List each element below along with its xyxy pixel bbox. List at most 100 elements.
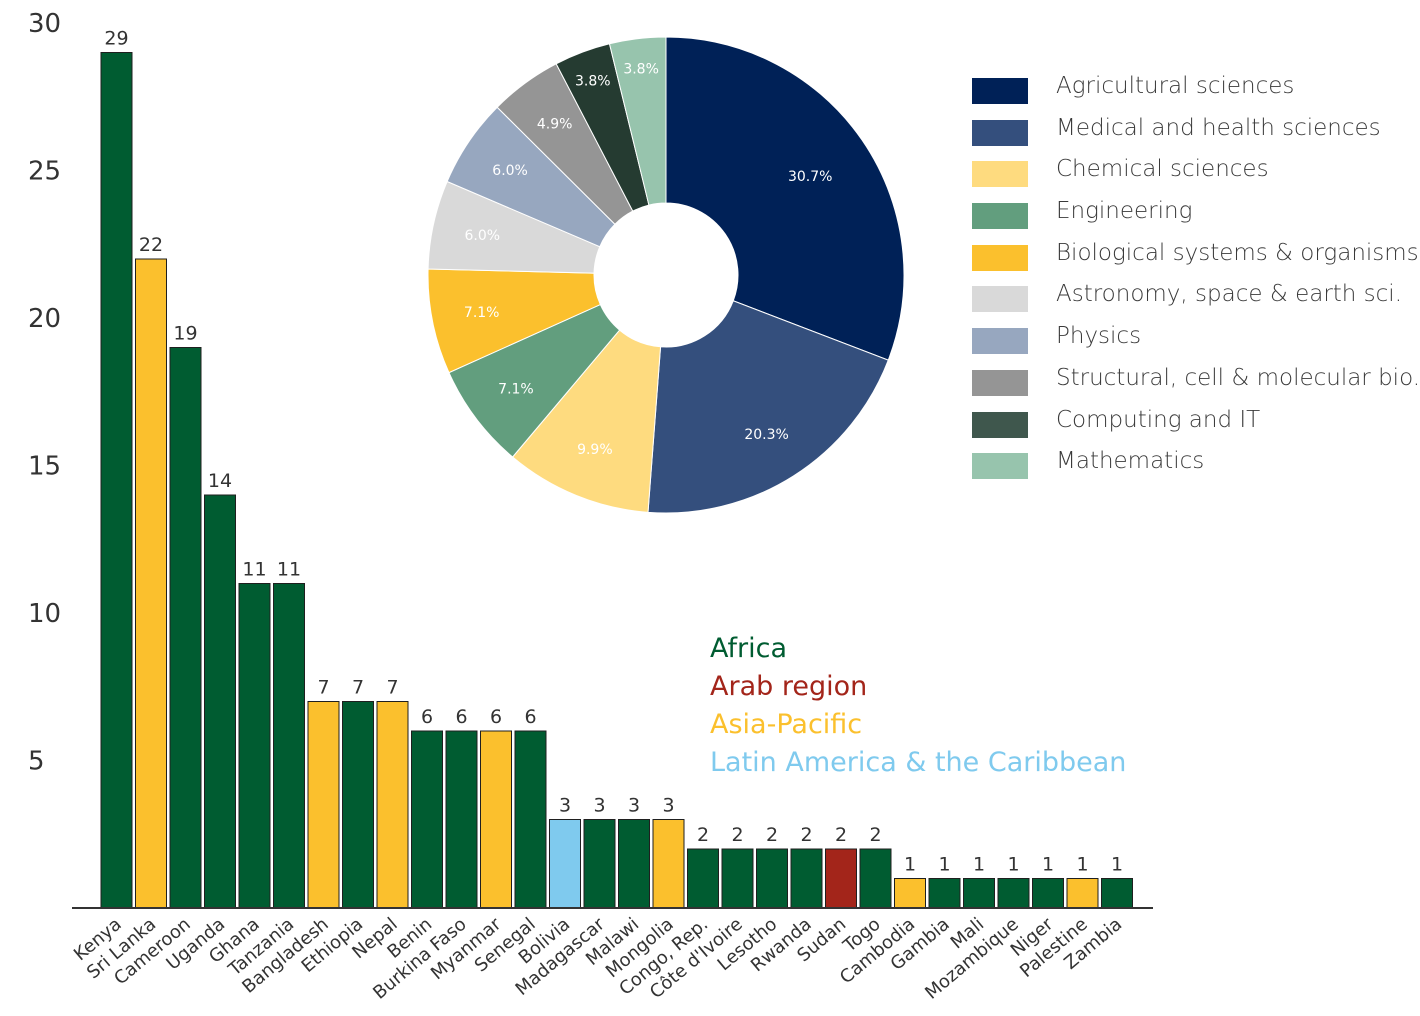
bar-value-label: 3 bbox=[628, 795, 640, 817]
bar-value-label: 6 bbox=[524, 706, 536, 728]
bar bbox=[997, 878, 1030, 909]
legend-label: Engineering bbox=[1056, 198, 1193, 225]
bar bbox=[514, 730, 547, 909]
bar bbox=[894, 878, 926, 909]
bar bbox=[204, 494, 236, 909]
y-tick-label: 25 bbox=[28, 157, 61, 187]
y-tick-label: 5 bbox=[28, 747, 45, 777]
bar-value-label: 2 bbox=[766, 824, 778, 846]
bar bbox=[376, 701, 409, 909]
bar bbox=[169, 347, 202, 909]
bar bbox=[652, 819, 685, 909]
bar-value-label: 7 bbox=[317, 677, 329, 699]
donut-slice bbox=[608, 36, 667, 206]
bar bbox=[480, 730, 512, 909]
legend-label: Biological systems & organisms bbox=[1056, 239, 1419, 266]
bar bbox=[859, 848, 892, 909]
y-axis: 5 10 15 20 25 30 bbox=[28, 9, 61, 777]
donut-value-label: 9.9% bbox=[577, 442, 613, 458]
bar-value-label: 22 bbox=[139, 234, 163, 256]
bar-value-label: 3 bbox=[559, 795, 571, 817]
bar-value-label: 3 bbox=[593, 795, 605, 817]
legend-label: Agricultural sciences bbox=[1056, 73, 1295, 99]
bar-value-label: 1 bbox=[904, 854, 916, 876]
bar bbox=[687, 848, 719, 909]
bar-value-label: 1 bbox=[1076, 854, 1088, 876]
bar bbox=[790, 848, 823, 909]
legend-swatch bbox=[972, 161, 1028, 188]
legend-label: Structural, cell & molecular bio. bbox=[1056, 364, 1420, 391]
donut-chart bbox=[427, 36, 905, 514]
y-tick-label: 10 bbox=[28, 599, 61, 629]
legend-swatch bbox=[972, 453, 1028, 480]
legend-label: Physics bbox=[1056, 323, 1142, 350]
bar bbox=[549, 819, 581, 909]
bar bbox=[756, 848, 788, 909]
bar bbox=[445, 730, 478, 909]
y-tick-label: 30 bbox=[28, 9, 61, 39]
bar-value-label: 1 bbox=[1042, 854, 1054, 876]
bar bbox=[307, 701, 340, 909]
bar-series bbox=[100, 52, 1133, 909]
donut-value-label: 7.1% bbox=[498, 381, 534, 397]
bar bbox=[1032, 878, 1064, 909]
legend-label: Astronomy, space & earth sci. bbox=[1056, 281, 1403, 308]
bar bbox=[100, 52, 133, 909]
legend-swatch bbox=[972, 119, 1028, 146]
bar bbox=[135, 258, 167, 909]
bar bbox=[928, 878, 961, 909]
legend-swatch bbox=[972, 203, 1028, 230]
y-tick-label: 15 bbox=[28, 452, 61, 482]
bar-value-label: 1 bbox=[1111, 854, 1123, 876]
donut-value-label: 6.0% bbox=[465, 228, 501, 244]
bar-value-label: 29 bbox=[104, 28, 128, 50]
legend-swatch bbox=[972, 286, 1028, 313]
bar bbox=[1066, 878, 1099, 909]
bar-value-label: 1 bbox=[1007, 854, 1019, 876]
bar bbox=[1101, 878, 1133, 909]
donut-value-label: 20.3% bbox=[744, 427, 788, 443]
bar-value-label: 1 bbox=[973, 854, 985, 876]
legend-swatch bbox=[972, 244, 1028, 271]
bar bbox=[583, 819, 616, 909]
bar bbox=[411, 730, 443, 909]
bar-value-label: 2 bbox=[731, 824, 743, 846]
legend-label: Computing and IT bbox=[1056, 406, 1261, 433]
legend-label: Mathematics bbox=[1056, 448, 1205, 475]
bar bbox=[963, 878, 995, 909]
donut-value-label: 7.1% bbox=[464, 305, 500, 321]
legend-label: Medical and health sciences bbox=[1056, 114, 1381, 141]
donut-value-label: 30.7% bbox=[788, 169, 832, 185]
y-tick-label: 20 bbox=[28, 304, 61, 334]
donut-value-label: 4.9% bbox=[537, 117, 573, 133]
donut-value-label: 3.8% bbox=[623, 61, 659, 77]
bar-value-label: 7 bbox=[386, 677, 398, 699]
bar bbox=[618, 819, 650, 909]
bar-value-label: 6 bbox=[455, 706, 467, 728]
bar-value-label: 14 bbox=[208, 470, 232, 492]
region-latin-america: Latin America & the Caribbean bbox=[710, 747, 1127, 778]
bar-value-label: 19 bbox=[173, 323, 197, 345]
donut-slice bbox=[665, 36, 905, 361]
bar-value-label: 11 bbox=[242, 559, 266, 581]
region-africa: Africa bbox=[710, 633, 788, 664]
bar-value-label: 3 bbox=[662, 795, 674, 817]
legend-swatch bbox=[972, 328, 1028, 355]
donut-value-labels: 30.7% 20.3% 9.9% 7.1% 7.1% 6.0% 6.0% 4.9% 3.8% 3.… bbox=[464, 61, 833, 458]
donut-value-label: 3.8% bbox=[575, 73, 611, 89]
bar-value-label: 1 bbox=[938, 854, 950, 876]
bar-value-label: 7 bbox=[352, 677, 364, 699]
bar-value-label: 11 bbox=[277, 559, 301, 581]
donut-slice bbox=[647, 300, 889, 514]
bar-value-label: 2 bbox=[835, 824, 847, 846]
bar-value-label: 2 bbox=[697, 824, 709, 846]
legend-label: Chemical sciences bbox=[1056, 156, 1269, 183]
bar-value-label: 6 bbox=[490, 706, 502, 728]
region-asia-pacific: Asia-Pacific bbox=[710, 709, 863, 740]
legend-swatch bbox=[972, 78, 1028, 104]
bar bbox=[273, 583, 305, 909]
bar-value-label: 2 bbox=[800, 824, 812, 846]
